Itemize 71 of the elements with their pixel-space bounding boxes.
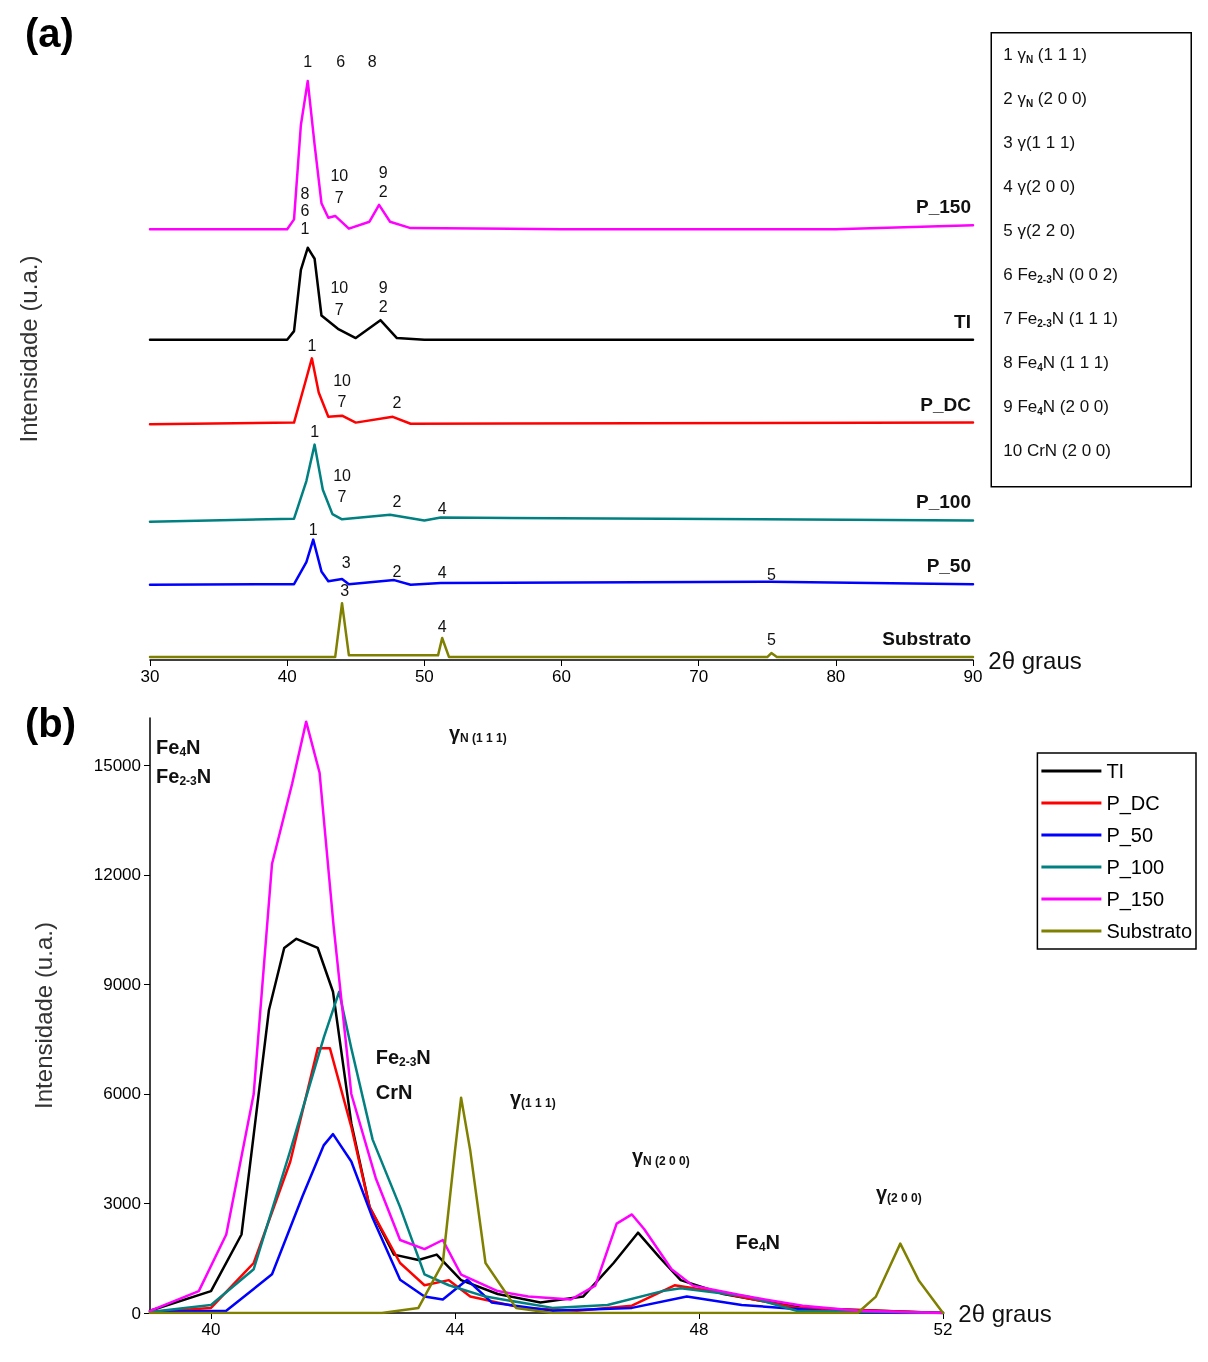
annotation: 9 bbox=[378, 279, 388, 297]
annotation: 1 bbox=[310, 423, 320, 441]
annotation: 7 bbox=[334, 188, 344, 206]
x-tick-label: 80 bbox=[826, 667, 846, 686]
annotation: 10 bbox=[333, 371, 352, 389]
annotation: 1 bbox=[307, 337, 317, 355]
annotation: 6 bbox=[300, 202, 310, 220]
annotation: 8 bbox=[300, 184, 310, 202]
x-axis-title: 2θ graus bbox=[988, 646, 1082, 674]
x-tick-label: 90 bbox=[963, 667, 983, 686]
y-tick-label: 6000 bbox=[103, 1084, 141, 1104]
text: 10 CrN (2 0 0) bbox=[1003, 441, 1111, 461]
x-tick-label: 40 bbox=[201, 1320, 221, 1339]
annotation: 7 bbox=[334, 301, 344, 319]
y-tick-label: 15000 bbox=[93, 755, 141, 775]
annotation: 2 bbox=[378, 183, 388, 201]
x-tick-label: 48 bbox=[689, 1320, 709, 1339]
annotation: 7 bbox=[337, 392, 347, 410]
y-axis-title: Intensidade (u.a.) bbox=[14, 255, 42, 443]
legend-label: TI bbox=[1106, 760, 1125, 782]
y-tick-label: 9000 bbox=[103, 974, 141, 994]
text: 1 bbox=[303, 53, 313, 71]
annotation: 10 bbox=[333, 466, 352, 484]
annotation: 4 bbox=[437, 617, 447, 635]
x-tick-label: 44 bbox=[445, 1320, 465, 1339]
annotation: 3 bbox=[340, 582, 350, 600]
annotation: 7 bbox=[337, 488, 347, 506]
x-tick-label: 60 bbox=[552, 667, 571, 686]
y-axis-title: Intensidade (u.a.) bbox=[29, 922, 57, 1109]
annotation: CrN bbox=[375, 1081, 413, 1104]
annotation: 2 bbox=[392, 562, 402, 580]
x-tick-label: 70 bbox=[689, 667, 709, 686]
annotation: 1 bbox=[300, 219, 310, 237]
annotation: 5 bbox=[766, 565, 776, 583]
legend-label: P_50 bbox=[1106, 824, 1154, 847]
chart-title: (a) bbox=[25, 11, 74, 55]
x-tick-label: 52 bbox=[933, 1320, 953, 1339]
series-label: P_50 bbox=[926, 555, 971, 577]
annotation: 1 bbox=[308, 520, 318, 538]
x-axis-title: 2θ graus bbox=[958, 1299, 1052, 1327]
annotation: 3 bbox=[341, 553, 351, 571]
text: 5 γ(2 2 0) bbox=[1003, 221, 1076, 241]
text: 8 bbox=[367, 53, 377, 71]
annotation: 4 bbox=[437, 564, 447, 582]
y-tick-label: 0 bbox=[131, 1303, 141, 1323]
y-tick-label: 12000 bbox=[93, 865, 141, 885]
legend-label: P_DC bbox=[1106, 792, 1160, 815]
legend-label: P_150 bbox=[1106, 888, 1165, 911]
text: 6 bbox=[336, 53, 346, 71]
annotation: 2 bbox=[392, 394, 402, 412]
x-tick-label: 30 bbox=[140, 667, 160, 686]
annotation: 2 bbox=[392, 492, 402, 510]
chart-title: (b) bbox=[25, 701, 77, 745]
annotation: 5 bbox=[766, 631, 776, 649]
legend-label: Substrato bbox=[1106, 920, 1192, 942]
series-label: TI bbox=[954, 310, 971, 332]
annotation: 2 bbox=[378, 298, 388, 316]
series-label: P_100 bbox=[916, 491, 971, 513]
text: 4 γ(2 0 0) bbox=[1003, 177, 1076, 197]
legend-label: P_100 bbox=[1106, 856, 1165, 879]
annotation: 10 bbox=[330, 166, 349, 184]
series-label: P_DC bbox=[920, 393, 972, 415]
y-tick-label: 3000 bbox=[103, 1193, 141, 1213]
x-tick-label: 50 bbox=[414, 667, 434, 686]
annotation: 9 bbox=[378, 164, 388, 182]
series-label: P_150 bbox=[916, 196, 971, 218]
x-tick-label: 40 bbox=[277, 667, 297, 686]
annotation: 10 bbox=[330, 279, 349, 297]
annotation: 4 bbox=[437, 500, 447, 518]
series-label: Substrato bbox=[882, 628, 971, 650]
text: 3 γ(1 1 1) bbox=[1003, 133, 1076, 153]
